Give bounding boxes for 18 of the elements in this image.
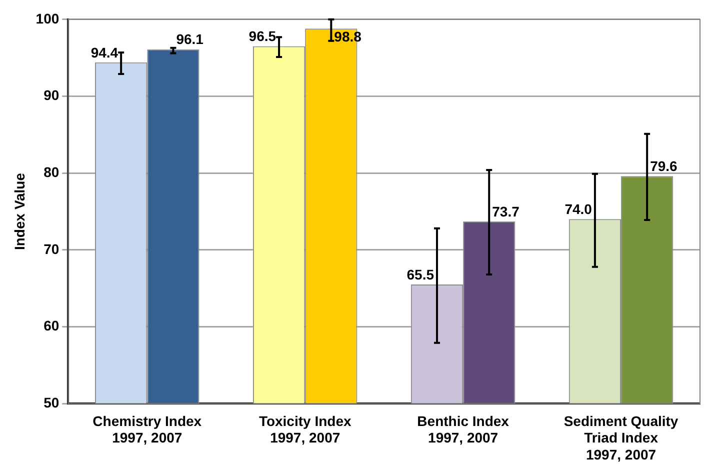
data-label: 74.0	[564, 201, 592, 218]
y-tick-label: 90	[44, 87, 60, 104]
y-tick-label: 70	[44, 240, 60, 257]
data-label: 96.5	[248, 28, 276, 44]
x-tick-label: Toxicity Index 1997, 2007	[258, 412, 352, 446]
y-axis-title: Index Value	[11, 172, 28, 250]
x-tick-label: Benthic Index 1997, 2007	[417, 412, 510, 446]
y-tick-label: 60	[44, 318, 60, 334]
x-tick-label: Sediment Quality Triad Index 1997, 2007	[564, 412, 678, 462]
data-label: 94.4	[90, 44, 118, 60]
data-label: 96.1	[176, 31, 204, 48]
data-label: 65.5	[406, 266, 434, 282]
data-label: 73.7	[492, 203, 520, 220]
y-tick-label: 80	[44, 164, 60, 180]
y-tick-label: 50	[44, 394, 60, 410]
y-tick-label: 100	[36, 10, 60, 26]
x-tick-label: Chemistry Index 1997, 2007	[92, 412, 202, 446]
data-label: 79.6	[650, 158, 678, 174]
